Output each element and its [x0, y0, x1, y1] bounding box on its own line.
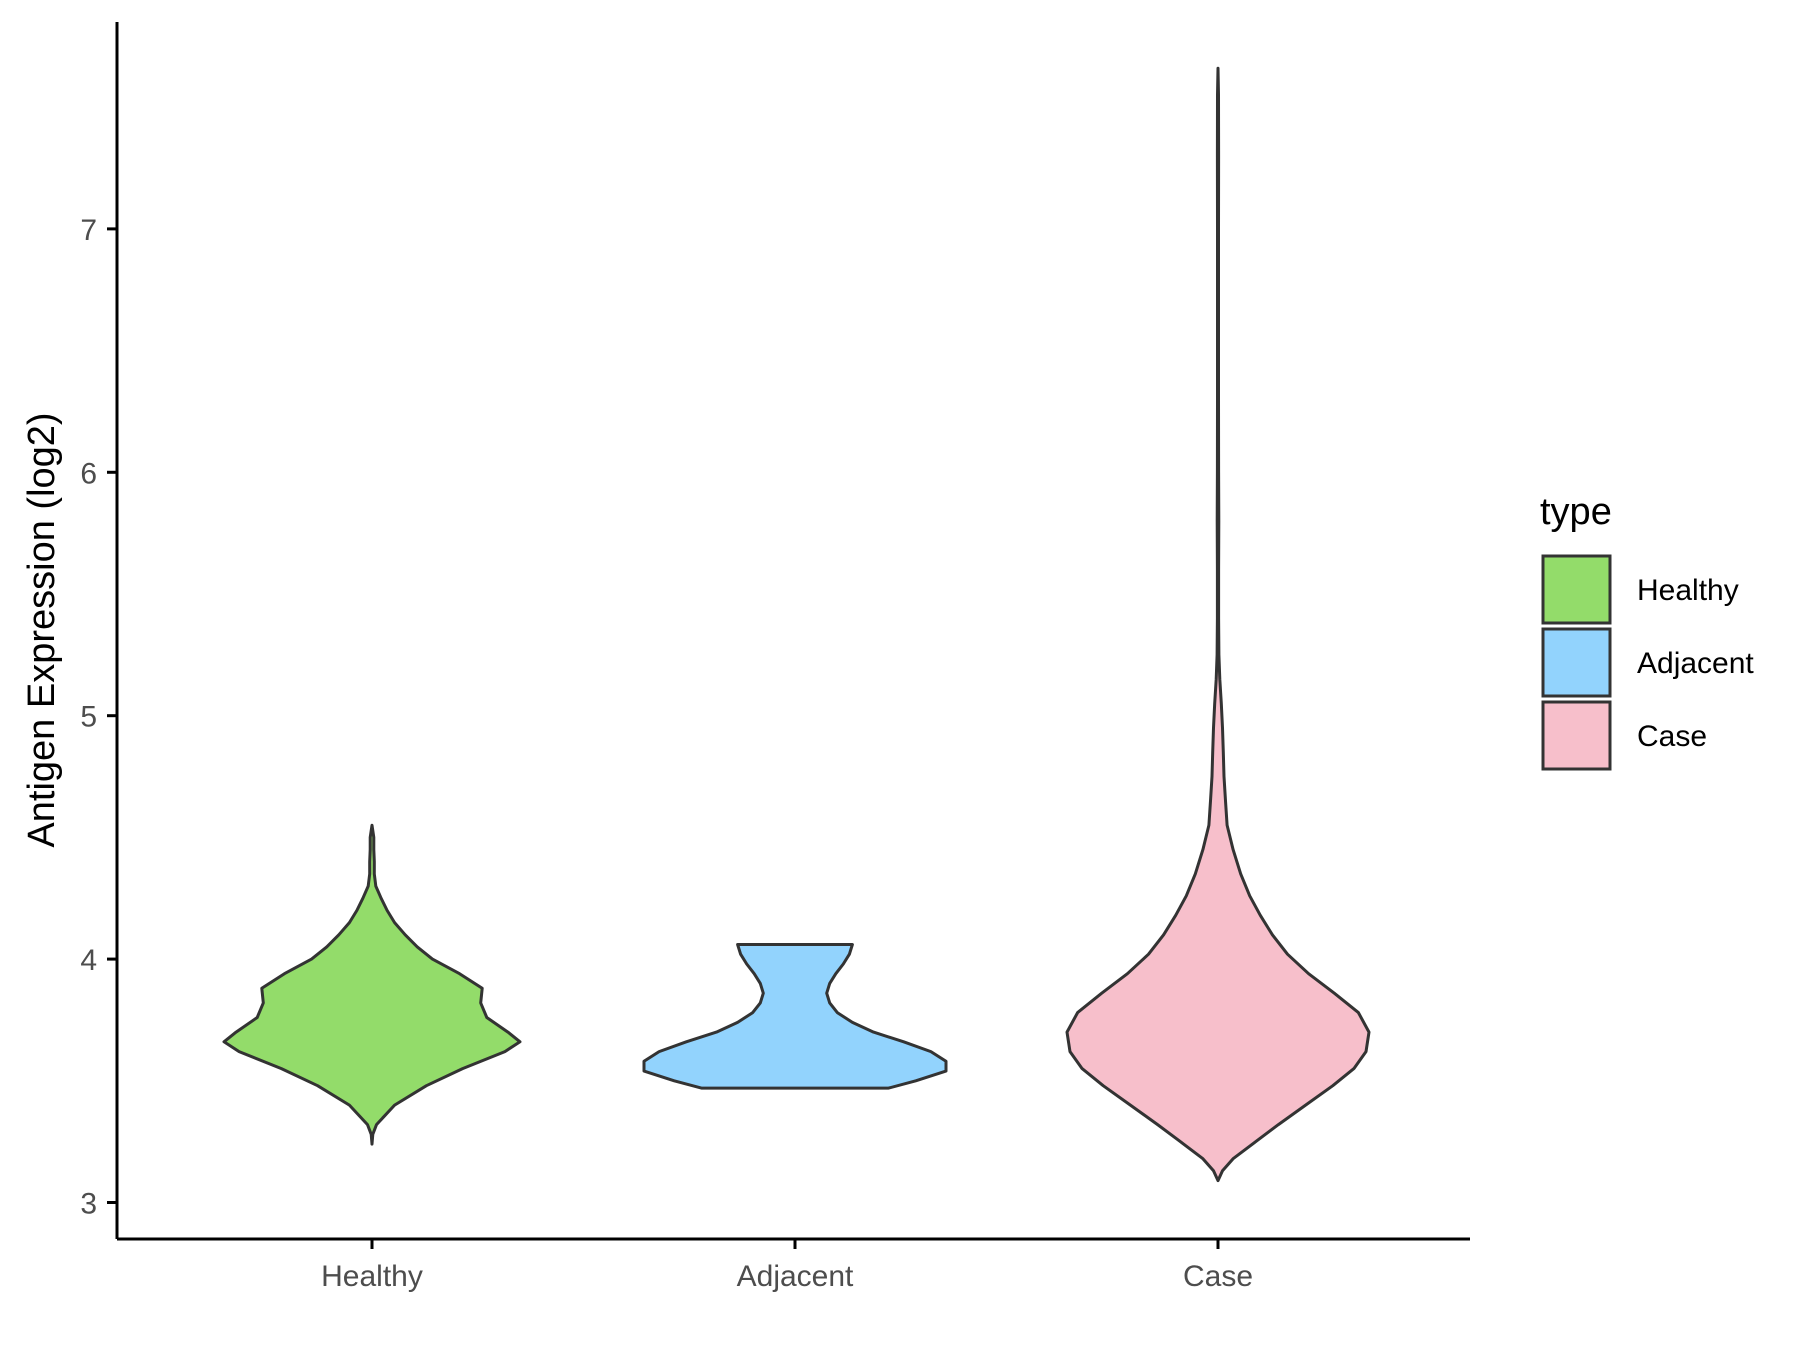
legend-items: Healthy Adjacent Case	[1541, 554, 1754, 771]
violin-healthy	[222, 823, 522, 1146]
x-axis-ticks: Healthy Adjacent Case	[321, 1239, 1253, 1293]
y-axis-title: Antigen Expression (log2)	[21, 412, 63, 847]
legend-title: type	[1540, 491, 1612, 533]
violin-layer	[222, 66, 1371, 1183]
legend-label-adjacent: Adjacent	[1637, 647, 1754, 680]
legend-label-healthy: Healthy	[1637, 574, 1739, 607]
y-tick-label-6: 6	[80, 457, 97, 490]
x-tick-label-adjacent: Adjacent	[737, 1260, 854, 1293]
legend-key-adjacent	[1541, 627, 1612, 698]
legend: type Healthy Adjacent Case	[1540, 491, 1754, 771]
y-tick-label-3: 3	[80, 1187, 97, 1220]
y-tick-label-5: 5	[80, 701, 97, 734]
y-tick-label-7: 7	[80, 214, 97, 247]
y-axis-ticks: 3 4 5 6 7	[80, 214, 117, 1220]
legend-key-case	[1541, 700, 1612, 771]
legend-label-case: Case	[1637, 720, 1707, 753]
violin-case	[1065, 66, 1371, 1183]
violin-adjacent	[642, 943, 948, 1090]
x-tick-label-case: Case	[1183, 1260, 1253, 1293]
x-tick-label-healthy: Healthy	[321, 1260, 423, 1293]
legend-key-healthy	[1541, 554, 1612, 625]
y-tick-label-4: 4	[80, 944, 97, 977]
